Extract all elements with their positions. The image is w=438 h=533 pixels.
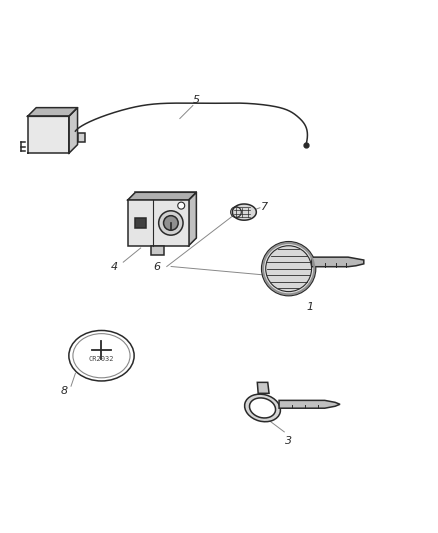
Text: CR2032: CR2032 [89, 356, 114, 362]
Text: 4: 4 [111, 262, 118, 271]
Text: 7: 7 [261, 202, 268, 212]
Ellipse shape [69, 330, 134, 381]
Polygon shape [28, 116, 69, 154]
Circle shape [261, 241, 316, 296]
Polygon shape [233, 204, 256, 220]
Polygon shape [69, 108, 78, 154]
Circle shape [266, 246, 311, 292]
Bar [127, 200, 188, 246]
Text: 6: 6 [153, 262, 160, 271]
Bar [78, 133, 85, 142]
Polygon shape [257, 382, 269, 393]
Text: 8: 8 [61, 385, 68, 395]
Polygon shape [311, 257, 364, 266]
Text: 5: 5 [193, 94, 200, 104]
Polygon shape [127, 192, 196, 200]
Polygon shape [188, 192, 196, 246]
Bar [135, 217, 146, 229]
Ellipse shape [250, 398, 276, 418]
Text: 1: 1 [307, 302, 314, 312]
Polygon shape [28, 108, 78, 116]
Ellipse shape [73, 334, 130, 378]
Circle shape [159, 211, 183, 235]
Polygon shape [279, 400, 340, 408]
Bar [135, 192, 196, 238]
Text: 3: 3 [285, 436, 292, 446]
Bar [151, 246, 164, 255]
Circle shape [178, 202, 185, 209]
Circle shape [163, 216, 178, 230]
Ellipse shape [244, 394, 280, 422]
